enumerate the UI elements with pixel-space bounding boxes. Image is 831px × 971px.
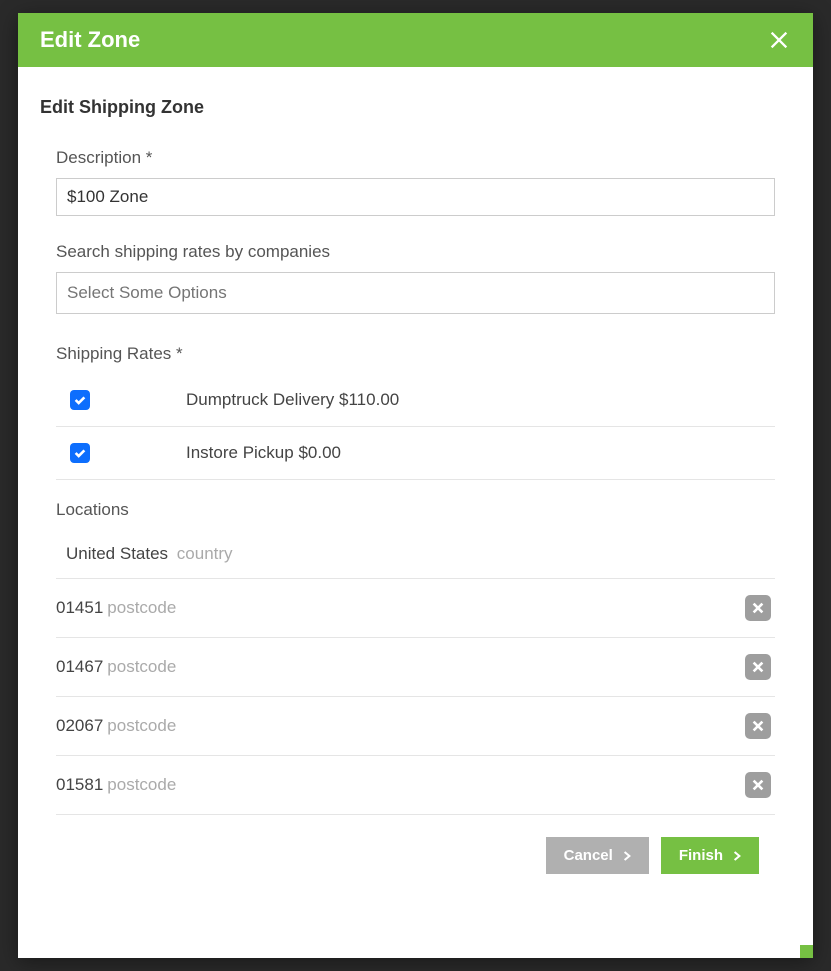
remove-postcode-icon[interactable] (745, 654, 771, 680)
postcode-row: 01581 postcode (56, 755, 775, 815)
form-section: Description * Search shipping rates by c… (40, 148, 791, 884)
footer-actions: Cancel Finish (56, 815, 775, 884)
postcode-value: 01451 (56, 598, 103, 618)
shipping-rate-row: Instore Pickup $0.00 (56, 427, 775, 480)
shipping-rates-label: Shipping Rates * (56, 344, 775, 364)
rate-checkbox[interactable] (70, 390, 90, 410)
description-input[interactable] (56, 178, 775, 216)
description-label: Description * (56, 148, 775, 168)
cancel-button-label: Cancel (564, 847, 613, 864)
postcode-type-label: postcode (107, 598, 176, 618)
remove-postcode-icon[interactable] (745, 595, 771, 621)
edit-zone-modal: Edit Zone Edit Shipping Zone Description… (18, 13, 813, 958)
postcode-row: 01467 postcode (56, 637, 775, 696)
modal-header: Edit Zone (18, 13, 813, 67)
resize-handle-icon[interactable] (800, 945, 813, 958)
shipping-rate-row: Dumptruck Delivery $110.00 (56, 374, 775, 427)
modal-body: Edit Shipping Zone Description * Search … (18, 67, 813, 958)
postcode-type-label: postcode (107, 775, 176, 795)
remove-postcode-icon[interactable] (745, 713, 771, 739)
country-type-label: country (177, 544, 233, 563)
postcode-row: 01451 postcode (56, 578, 775, 637)
location-country-row: United States country (56, 534, 775, 578)
postcode-type-label: postcode (107, 657, 176, 677)
postcode-value: 01467 (56, 657, 103, 677)
modal-title: Edit Zone (40, 27, 140, 53)
rate-label: Dumptruck Delivery $110.00 (186, 390, 399, 410)
finish-button-label: Finish (679, 847, 723, 864)
postcode-row: 02067 postcode (56, 696, 775, 755)
chevron-right-icon (623, 850, 631, 862)
postcode-type-label: postcode (107, 716, 176, 736)
shipping-rates-list: Dumptruck Delivery $110.00 Instore Picku… (56, 374, 775, 480)
locations-label: Locations (56, 500, 775, 520)
search-rates-label: Search shipping rates by companies (56, 242, 775, 262)
finish-button[interactable]: Finish (661, 837, 759, 874)
close-icon[interactable] (767, 28, 791, 52)
chevron-right-icon (733, 850, 741, 862)
rate-label: Instore Pickup $0.00 (186, 443, 341, 463)
country-name: United States (66, 544, 168, 563)
rate-checkbox[interactable] (70, 443, 90, 463)
postcode-value: 01581 (56, 775, 103, 795)
postcode-value: 02067 (56, 716, 103, 736)
remove-postcode-icon[interactable] (745, 772, 771, 798)
section-title: Edit Shipping Zone (40, 97, 791, 118)
postcodes-list: 01451 postcode 01467 postcode (56, 578, 775, 815)
cancel-button[interactable]: Cancel (546, 837, 649, 874)
search-rates-select[interactable] (56, 272, 775, 314)
